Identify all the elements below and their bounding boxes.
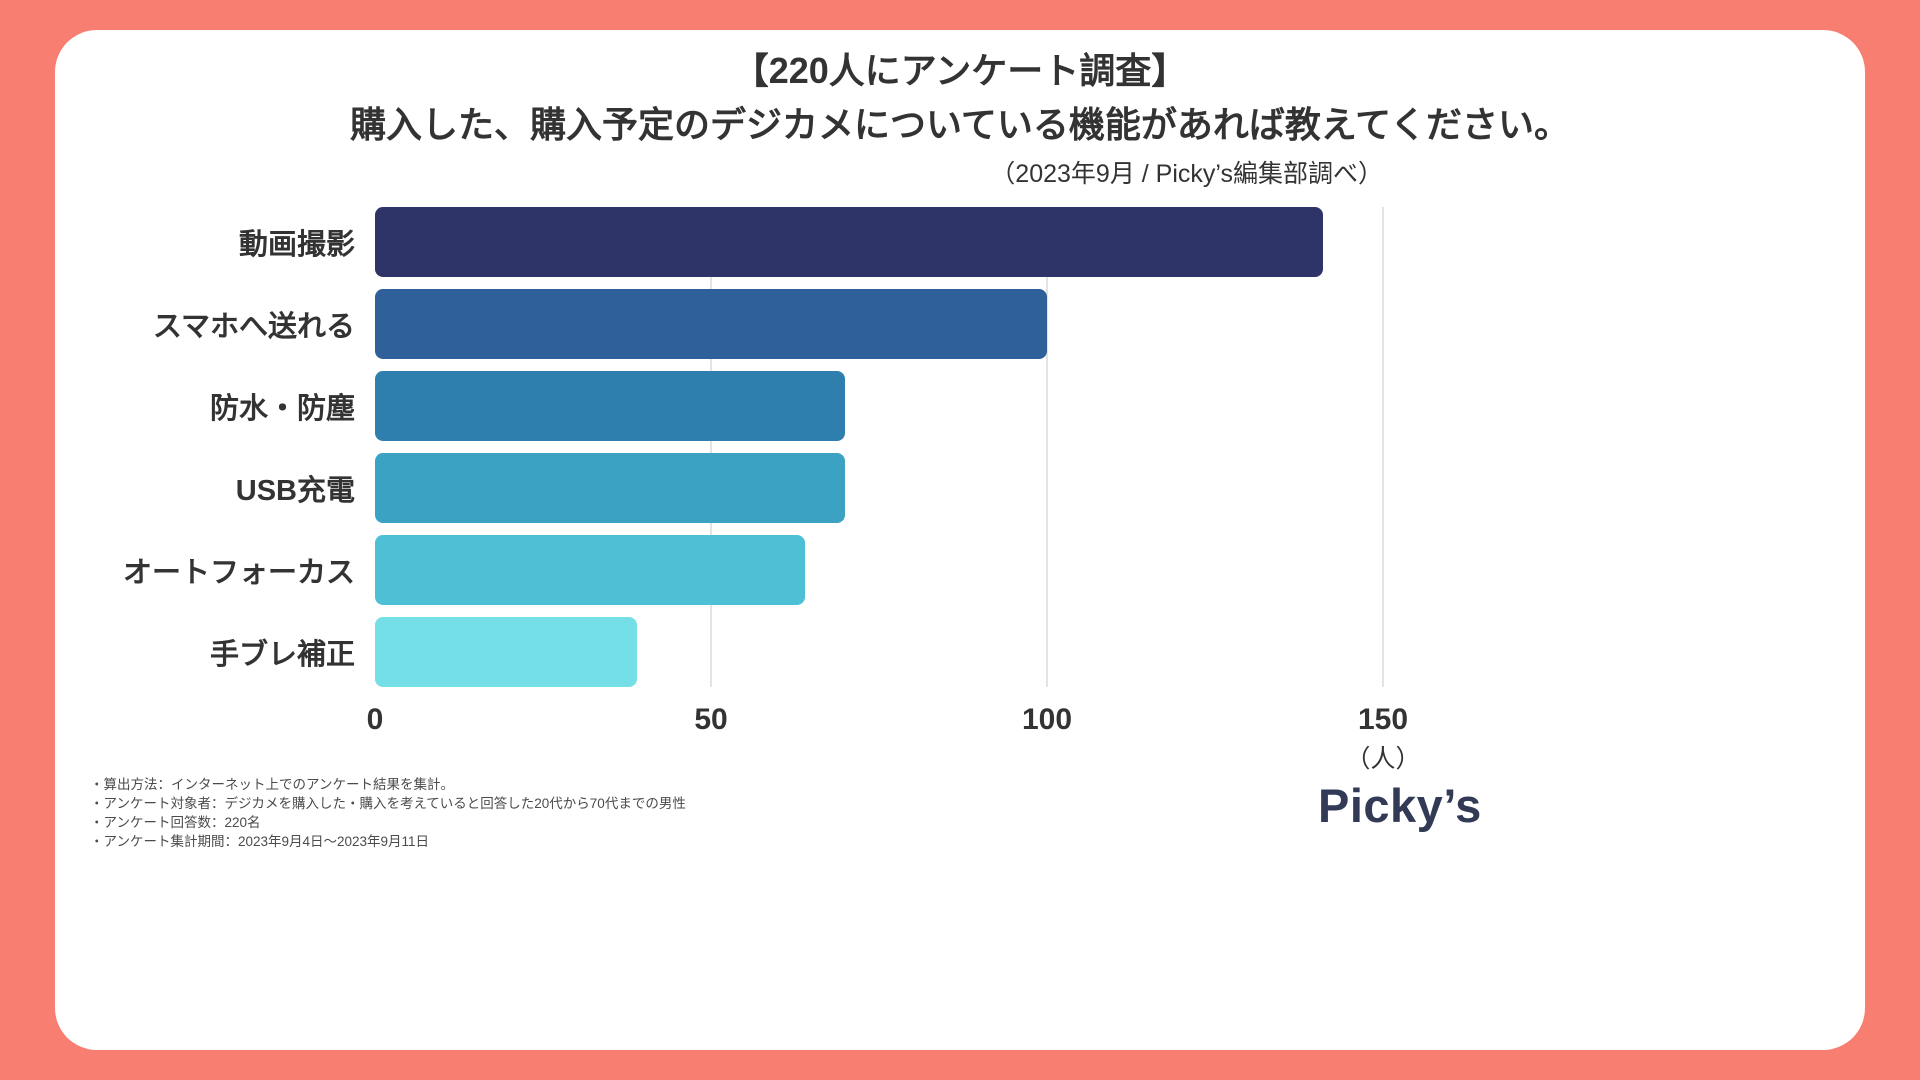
x-tick-label: 50 bbox=[694, 702, 728, 736]
category-label: スマホへ送れる bbox=[152, 310, 355, 343]
bar bbox=[375, 288, 1047, 359]
unit-label: （人） bbox=[1345, 744, 1421, 773]
pickys-logo: Picky’s bbox=[1318, 779, 1482, 832]
category-label: USB充電 bbox=[235, 474, 355, 507]
bar-row bbox=[375, 206, 1383, 277]
gridlines bbox=[375, 206, 1384, 687]
survey-source-note: （2023年9月 / Picky’s編集部調べ） bbox=[990, 160, 1383, 188]
footnote-line: ・アンケート対象者：デジカメを購入した・購入を考えていると回答した20代から70… bbox=[90, 796, 686, 811]
chart-card: 【220人にアンケート調査】 購入した、購入予定のデジカメについている機能があれ… bbox=[55, 30, 1865, 1050]
bar-row bbox=[375, 288, 1383, 359]
bar-chart: 動画撮影スマホへ送れる防水・防塵 USB充電オートフォーカス手ブレ補正 0 50 10… bbox=[55, 206, 1421, 797]
footnote-line: ・アンケート回答数：220名 bbox=[90, 815, 261, 830]
x-tick-label: 0 bbox=[366, 702, 384, 736]
bar-row bbox=[375, 370, 1383, 441]
category-label: 手ブレ補正 bbox=[209, 638, 355, 671]
footnote-line: ・算出方法：インターネット上でのアンケート結果を集計。 bbox=[90, 777, 454, 792]
footnote-line: ・アンケート集計期間：2023年9月4日〜2023年9月11日 bbox=[90, 834, 430, 849]
footnotes: ・算出方法：インターネット上でのアンケート結果を集計。 ・アンケート対象者：デジ… bbox=[90, 775, 686, 851]
bar bbox=[375, 370, 846, 441]
category-labels: 動画撮影スマホへ送れる防水・防塵 USB充電オートフォーカス手ブレ補正 bbox=[55, 207, 375, 797]
category-label: 防水・防塵 bbox=[209, 392, 355, 425]
x-tick-label: 100 bbox=[1021, 702, 1073, 736]
chart-content: （2023年9月 / Picky’s編集部調べ） 動画撮影スマホへ送れる防水・防… bbox=[55, 158, 1421, 797]
category-label: オートフォーカス bbox=[122, 556, 355, 589]
bar bbox=[375, 534, 806, 605]
bars bbox=[375, 206, 1383, 687]
bar bbox=[375, 452, 846, 523]
plot-area: 0 50 100 150 （人） bbox=[367, 206, 1421, 797]
bar-row bbox=[375, 534, 1383, 605]
page-title: 【220人にアンケート調査】 購入した、購入予定のデジカメについている機能があれ… bbox=[55, 44, 1865, 152]
bar bbox=[375, 206, 1323, 277]
gridline bbox=[1046, 206, 1048, 687]
category-label: 動画撮影 bbox=[238, 228, 355, 261]
x-axis: 0 50 100 150 （人） bbox=[367, 687, 1421, 797]
x-tick-label: 150 bbox=[1357, 702, 1409, 736]
bar-row bbox=[375, 616, 1383, 687]
bar bbox=[375, 616, 638, 687]
bar-row bbox=[375, 452, 1383, 523]
title-line-2: 購入した、購入予定のデジカメについている機能があれば教えてください。 bbox=[349, 104, 1571, 145]
gridline bbox=[1382, 206, 1384, 687]
title-line-1: 【220人にアンケート調査】 bbox=[732, 50, 1188, 91]
gridline bbox=[710, 206, 712, 687]
